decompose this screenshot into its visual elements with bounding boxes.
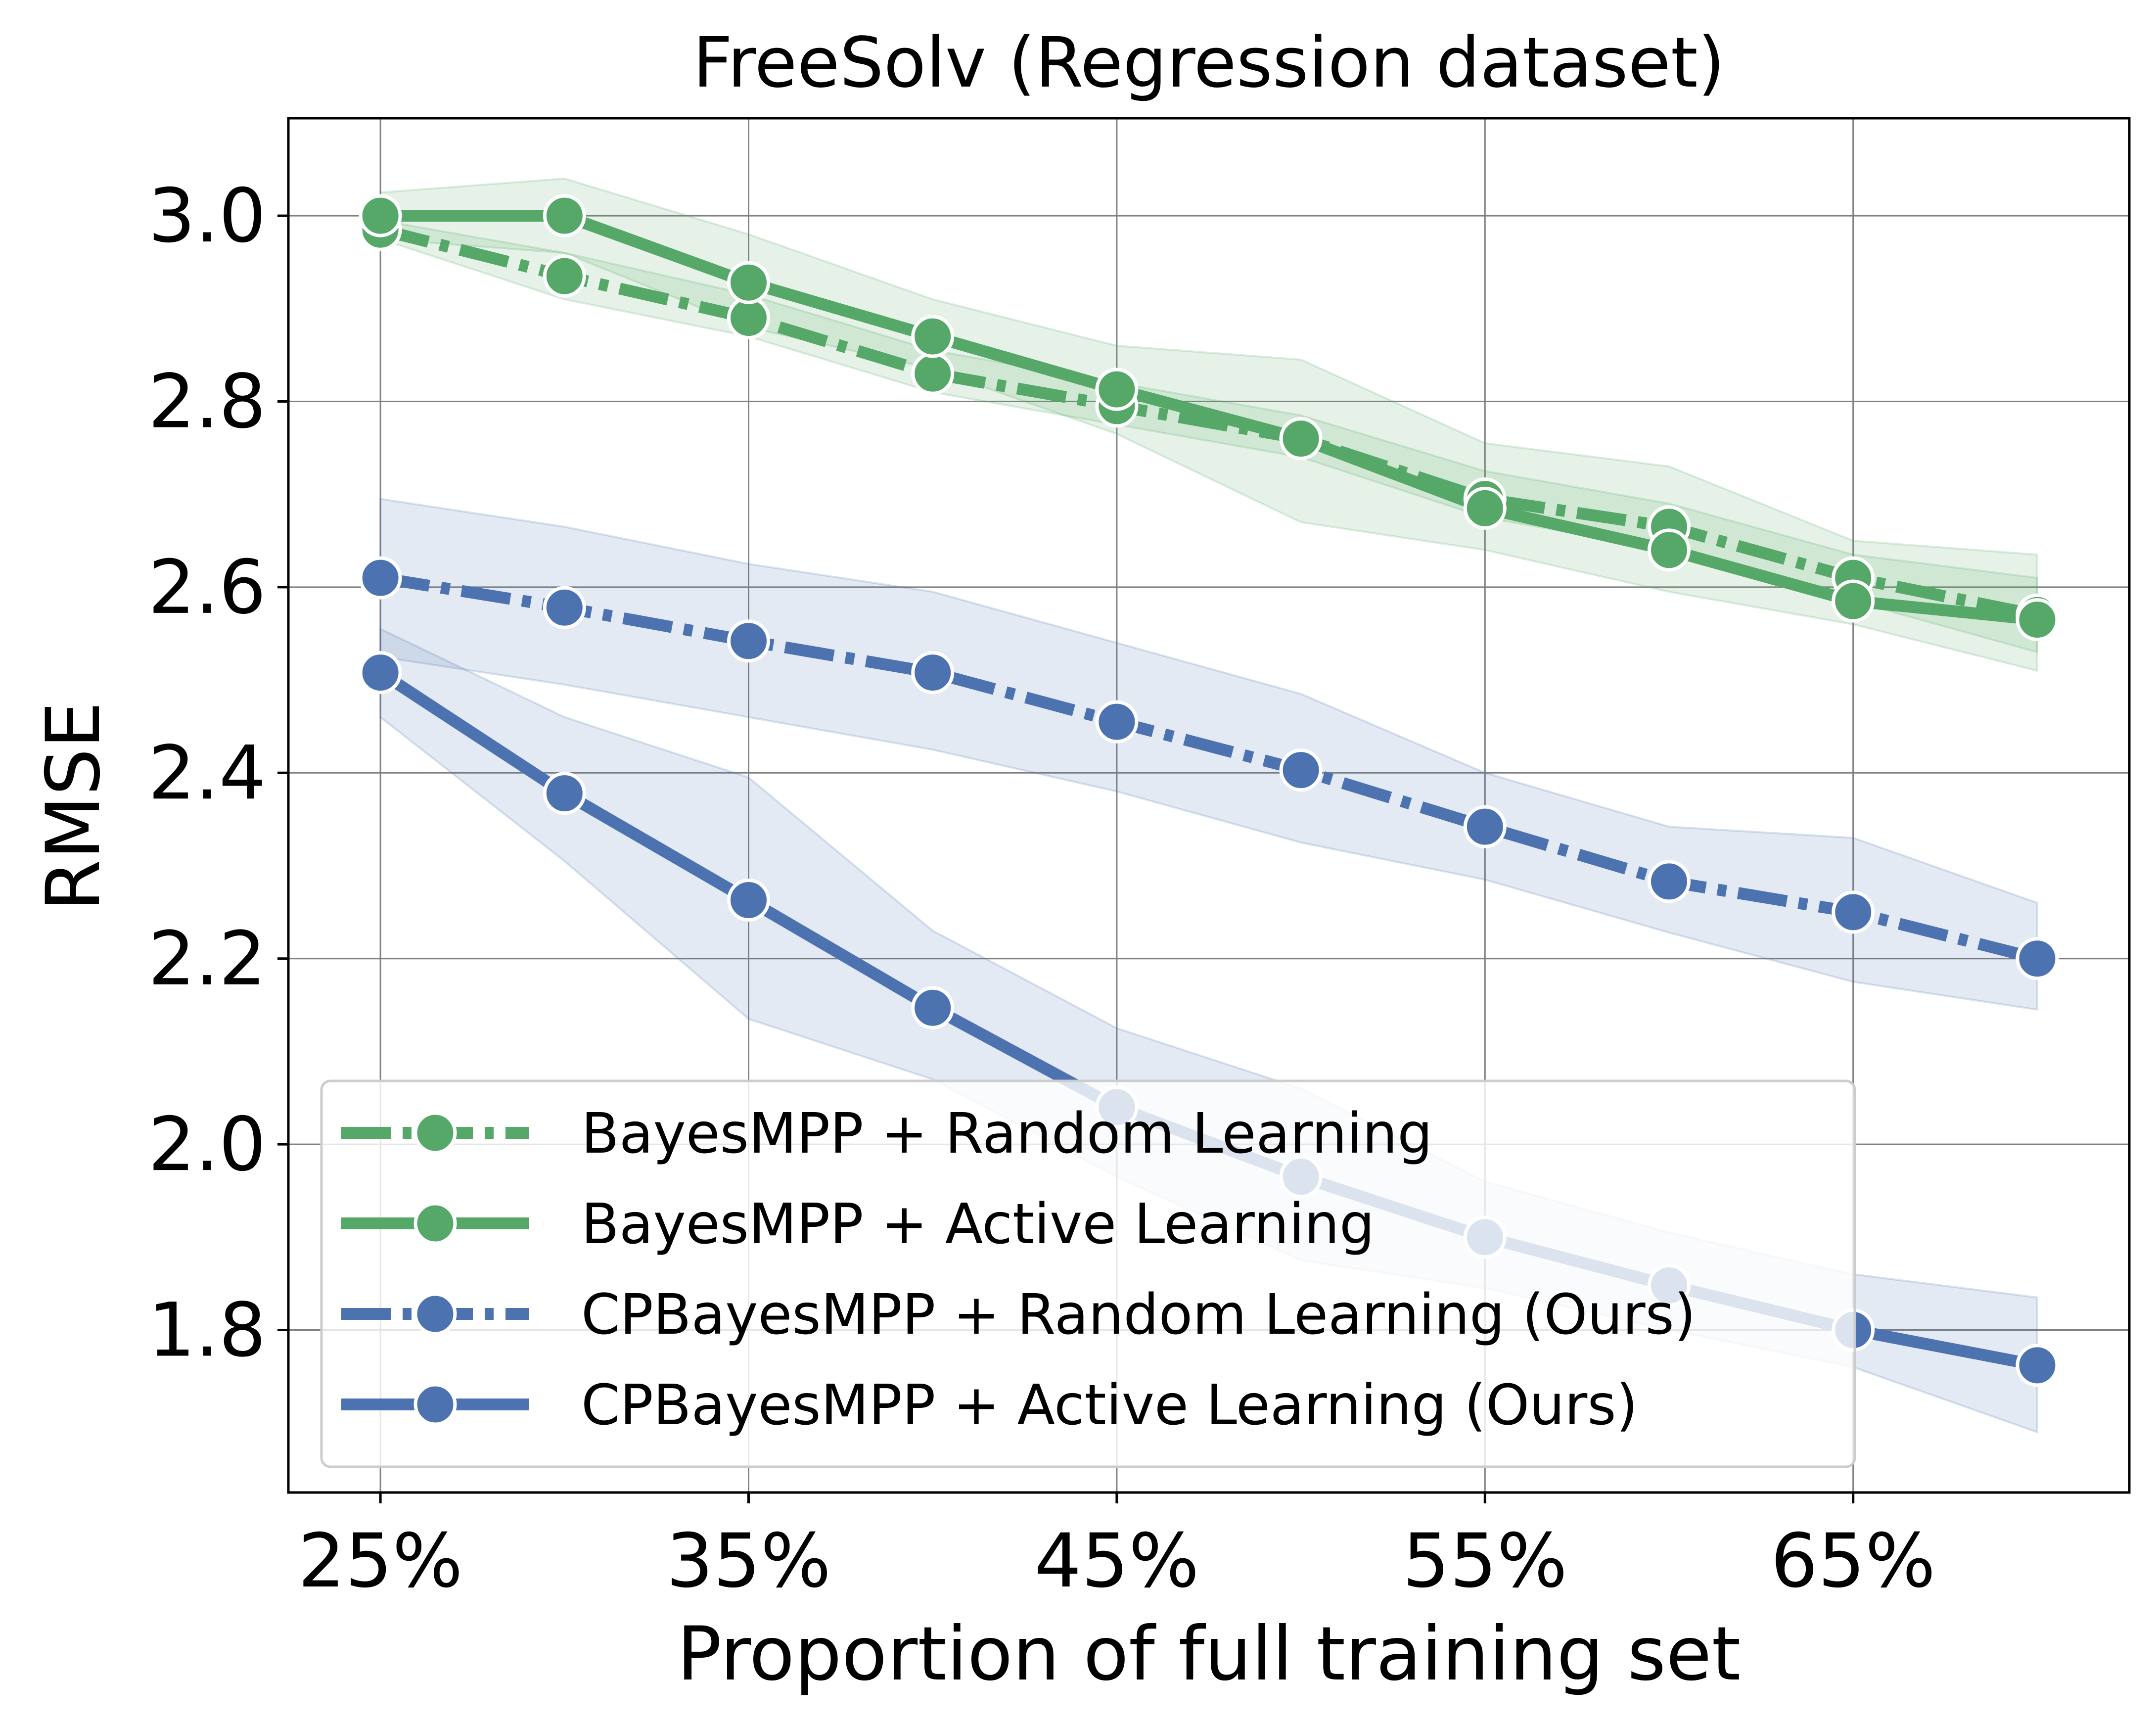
data-point-series-2 [2016, 598, 2059, 642]
data-point-series-3 [1095, 700, 1139, 744]
data-point-series-3 [911, 651, 955, 695]
data-point-series-4 [359, 651, 402, 695]
x-axis-ticks: 25% 35% 45% 55% 65% [298, 1492, 1935, 1604]
legend-marker [413, 1292, 457, 1336]
series-line-3 [379, 572, 2039, 965]
legend-entry-3: CPBayesMPP + Random Learning (Ours) [341, 1283, 1696, 1347]
data-point-series-3 [1648, 860, 1691, 903]
legend-entry-1: BayesMPP + Random Learning [341, 1102, 1432, 1166]
x-tick-label: 45% [1034, 1518, 1199, 1604]
data-point-series-2 [1648, 528, 1691, 572]
chart-title: FreeSolv (Regression dataset) [693, 23, 1725, 103]
data-point-series-3 [543, 586, 586, 629]
data-point-series-2 [727, 261, 770, 304]
data-point-series-2 [1279, 417, 1323, 461]
legend-entry-4: CPBayesMPP + Active Learning (Ours) [341, 1373, 1638, 1438]
x-tick-label: 35% [666, 1518, 831, 1604]
series-line-2 [380, 210, 2038, 626]
legend-entry-2: BayesMPP + Active Learning [341, 1192, 1375, 1257]
data-point-series-4 [727, 878, 770, 922]
y-tick-label: 2.0 [148, 1102, 266, 1188]
y-tick-label: 2.4 [148, 730, 266, 816]
x-tick-label: 65% [1771, 1518, 1935, 1604]
data-point-series-1 [543, 254, 586, 298]
legend-marker [413, 1111, 457, 1155]
data-point-series-2 [543, 194, 586, 237]
legend-label: BayesMPP + Active Learning [581, 1192, 1375, 1257]
series-line-1 [379, 224, 2039, 621]
data-point-series-3 [1832, 890, 1875, 934]
legend-label: BayesMPP + Random Learning [581, 1102, 1432, 1166]
data-point-series-2 [1463, 486, 1507, 530]
data-point-series-2 [1095, 368, 1139, 411]
y-tick-label: 2.2 [148, 916, 266, 1002]
data-point-series-4 [911, 986, 955, 1029]
data-point-series-3 [727, 619, 770, 663]
data-point-series-2 [359, 194, 402, 237]
legend-box [320, 1079, 1856, 1468]
y-tick-label: 1.8 [148, 1288, 266, 1374]
legend-label: CPBayesMPP + Random Learning (Ours) [581, 1283, 1696, 1347]
data-point-series-3 [1463, 805, 1507, 848]
data-point-series-3 [2016, 937, 2059, 980]
legend-label: CPBayesMPP + Active Learning (Ours) [581, 1373, 1638, 1438]
plot-frame [287, 117, 2131, 1494]
legend: BayesMPP + Random Learning BayesMPP + Act… [320, 1079, 1856, 1468]
y-tick-label: 2.6 [148, 545, 266, 631]
x-tick-label: 55% [1403, 1518, 1567, 1604]
data-point-series-3 [1279, 748, 1323, 792]
data-point-series-4 [543, 772, 586, 815]
legend-marker [413, 1383, 457, 1426]
x-axis-label: Proportion of full training set [677, 1611, 1741, 1697]
confidence-band-series-3 [379, 498, 2038, 1011]
data-point-series-4 [2016, 1344, 2059, 1387]
y-axis-ticks: 1.8 2.0 2.2 2.4 2.6 2.8 3.0 [148, 173, 288, 1374]
y-tick-label: 3.0 [148, 173, 266, 259]
y-axis-label: RMSE [31, 701, 117, 911]
data-point-series-1 [911, 352, 955, 395]
data-point-series-2 [1832, 579, 1875, 623]
y-tick-label: 2.8 [148, 359, 266, 445]
x-tick-label: 25% [298, 1518, 462, 1604]
data-point-series-3 [359, 556, 402, 600]
data-point-series-2 [911, 315, 955, 358]
legend-marker [413, 1202, 457, 1245]
